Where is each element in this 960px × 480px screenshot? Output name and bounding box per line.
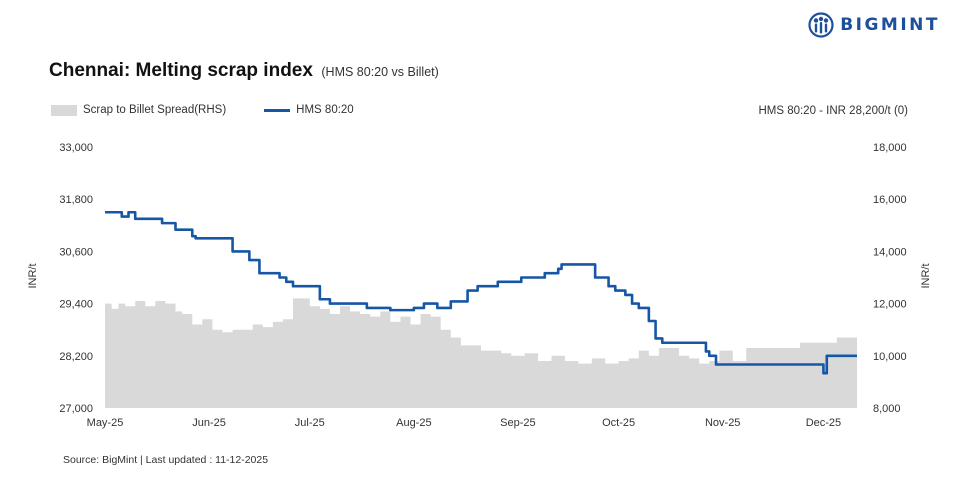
y-tick-label: 31,800 bbox=[59, 194, 93, 206]
brand-name: BIGMINT bbox=[840, 15, 940, 35]
x-tick-label: Aug-25 bbox=[396, 417, 431, 429]
y2-tick-label: 8,000 bbox=[873, 403, 901, 415]
spread-area-series bbox=[105, 298, 857, 408]
x-tick-label: Jul-25 bbox=[295, 417, 325, 429]
legend-item-hms: HMS 80:20 bbox=[264, 104, 354, 116]
bigmint-logo: BIGMINT bbox=[808, 12, 940, 38]
legend-item-spread: Scrap to Billet Spread(RHS) bbox=[51, 104, 226, 116]
y2-tick-label: 16,000 bbox=[873, 194, 907, 206]
chart-title-row: Chennai: Melting scrap index (HMS 80:20 … bbox=[49, 60, 439, 82]
legend-label-hms: HMS 80:20 bbox=[296, 104, 354, 116]
y2-tick-label: 14,000 bbox=[873, 246, 907, 258]
y-tick-label: 29,400 bbox=[59, 299, 93, 311]
x-tick-label: Jun-25 bbox=[192, 417, 226, 429]
legend-swatch-spread bbox=[51, 104, 77, 116]
y2-tick-label: 10,000 bbox=[873, 351, 907, 363]
y-tick-label: 33,000 bbox=[59, 142, 93, 154]
chart-title: Chennai: Melting scrap index bbox=[49, 60, 313, 81]
y-tick-label: 28,200 bbox=[59, 351, 93, 363]
x-tick-label: Sep-25 bbox=[500, 417, 535, 429]
x-tick-label: May-25 bbox=[87, 417, 124, 429]
legend-swatch-hms bbox=[264, 108, 291, 112]
legend-label-spread: Scrap to Billet Spread(RHS) bbox=[83, 104, 227, 116]
y-tick-label: 30,600 bbox=[59, 246, 93, 258]
y2-axis-title: INR/t bbox=[920, 263, 932, 288]
y2-tick-label: 18,000 bbox=[873, 142, 907, 154]
x-tick-label: Oct-25 bbox=[602, 417, 635, 429]
y-axis-title: INR/t bbox=[27, 263, 39, 288]
source-note: Source: BigMint | Last updated : 11-12-2… bbox=[63, 454, 269, 466]
x-tick-label: Nov-25 bbox=[705, 417, 740, 429]
x-tick-label: Dec-25 bbox=[806, 417, 841, 429]
chart-legend: Scrap to Billet Spread(RHS) HMS 80:20 bbox=[51, 104, 392, 116]
price-note: HMS 80:20 - INR 28,200/t (0) bbox=[758, 105, 908, 117]
chart-subtitle: (HMS 80:20 vs Billet) bbox=[321, 65, 439, 79]
y-tick-label: 27,000 bbox=[59, 403, 93, 415]
hms-line-series bbox=[105, 210, 857, 375]
bigmint-logo-icon bbox=[808, 12, 834, 38]
y2-tick-label: 12,000 bbox=[873, 299, 907, 311]
